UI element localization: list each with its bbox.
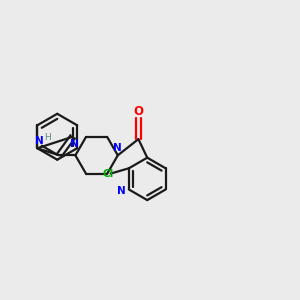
Text: N: N — [35, 136, 44, 146]
Text: N: N — [70, 140, 79, 149]
Text: Cl: Cl — [103, 169, 114, 178]
Text: H: H — [44, 133, 51, 142]
Text: O: O — [134, 105, 143, 118]
Text: N: N — [113, 143, 122, 153]
Text: N: N — [117, 186, 126, 196]
